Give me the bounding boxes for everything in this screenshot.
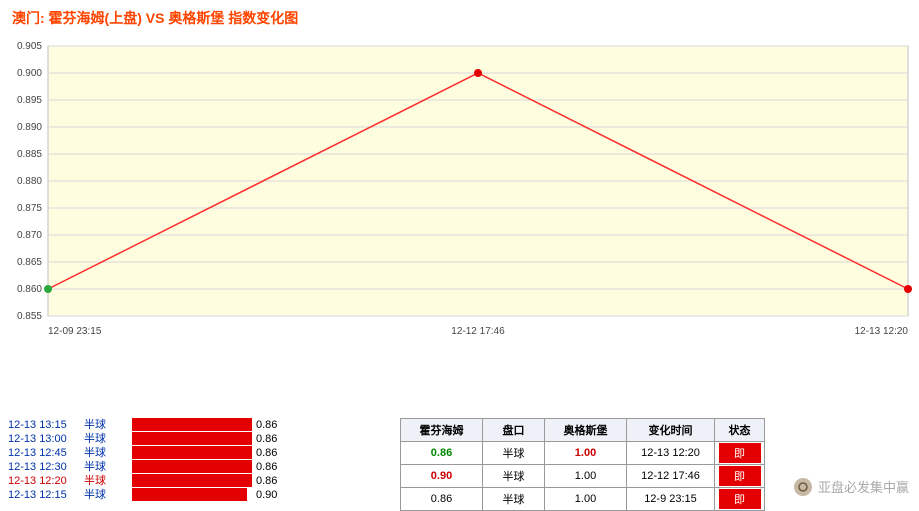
mini-bar-value: 0.86	[256, 475, 277, 487]
bottom-section: 12-13 13:15半球12-13 13:00半球12-13 12:45半球1…	[0, 418, 919, 500]
table-header: 奥格斯堡	[545, 419, 627, 442]
list-item: 12-13 13:00半球	[8, 432, 114, 446]
list-item: 12-13 12:30半球	[8, 460, 114, 474]
svg-text:0.885: 0.885	[17, 149, 42, 160]
source-text: 亚盘必发集中赢	[818, 477, 909, 496]
svg-text:0.865: 0.865	[17, 257, 42, 268]
mini-bar-value: 0.86	[256, 461, 277, 473]
svg-text:0.855: 0.855	[17, 311, 42, 322]
mini-bar	[132, 474, 252, 487]
odds-table: 霍芬海姆盘口奥格斯堡变化时间状态0.86半球1.0012-13 12:20即0.…	[400, 418, 765, 511]
mini-bar-value: 0.86	[256, 447, 277, 459]
svg-text:0.870: 0.870	[17, 230, 42, 241]
mini-bar-value: 0.90	[256, 489, 277, 501]
list-item: 12-13 12:20半球	[8, 474, 114, 488]
odds-line-chart: 0.905 0.900 0.895 0.890 0.885 0.880 0.875 0.870…	[8, 36, 913, 346]
svg-text:0.905: 0.905	[17, 41, 42, 52]
mini-bar	[132, 446, 252, 459]
status-badge: 即	[719, 443, 761, 463]
table-header: 变化时间	[627, 419, 715, 442]
svg-text:12-09 23:15: 12-09 23:15	[48, 326, 102, 337]
svg-text:12-12 17:46: 12-12 17:46	[451, 326, 505, 337]
mini-bar-value: 0.86	[256, 433, 277, 445]
status-badge: 即	[719, 466, 761, 486]
table-header: 状态	[715, 419, 765, 442]
mini-bar-chart: 0.86 0.86 0.86 0.86 0.86 0.90	[132, 418, 282, 500]
chart-svg: 0.905 0.900 0.895 0.890 0.885 0.880 0.875 0.870…	[8, 36, 913, 346]
list-item: 12-13 12:45半球	[8, 446, 114, 460]
svg-text:0.890: 0.890	[17, 122, 42, 133]
table-header: 霍芬海姆	[401, 419, 483, 442]
list-item: 12-13 13:15半球	[8, 418, 114, 432]
table-header: 盘口	[483, 419, 545, 442]
svg-text:0.895: 0.895	[17, 95, 42, 106]
mini-bar	[132, 432, 252, 445]
table-row: 0.90半球1.0012-12 17:46即	[401, 465, 765, 488]
mini-bar	[132, 488, 247, 501]
status-badge: 即	[719, 489, 761, 509]
svg-text:12-13 12:20: 12-13 12:20	[855, 326, 909, 337]
table-row: 0.86半球1.0012-9 23:15即	[401, 488, 765, 511]
svg-text:0.860: 0.860	[17, 284, 42, 295]
mini-bar	[132, 460, 252, 473]
svg-text:0.900: 0.900	[17, 68, 42, 79]
table-row: 0.86半球1.0012-13 12:20即	[401, 442, 765, 465]
mini-bar	[132, 418, 252, 431]
time-handicap-list: 12-13 13:15半球12-13 13:00半球12-13 12:45半球1…	[8, 418, 114, 500]
svg-text:0.875: 0.875	[17, 203, 42, 214]
svg-text:0.880: 0.880	[17, 176, 42, 187]
source-icon	[794, 478, 812, 496]
mini-bar-value: 0.86	[256, 419, 277, 431]
page-title: 澳门: 霍芬海姆(上盘) VS 奥格斯堡 指数变化图	[0, 0, 919, 36]
source-tag: 亚盘必发集中赢	[794, 477, 909, 496]
